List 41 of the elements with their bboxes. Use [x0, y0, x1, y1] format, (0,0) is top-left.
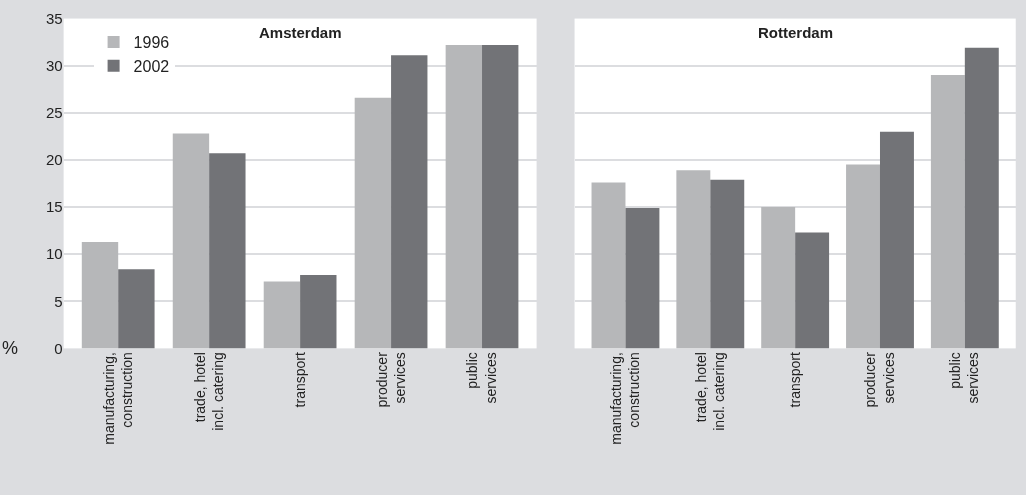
chart-title: Amsterdam	[259, 24, 342, 41]
bar	[81, 241, 119, 349]
x-tick-label: transport	[291, 352, 308, 408]
bar	[964, 47, 999, 349]
y-tick-label: 20	[45, 151, 63, 169]
bar	[354, 97, 392, 349]
y-tick-label: 35	[45, 9, 63, 27]
bar	[710, 179, 745, 349]
bar	[795, 232, 830, 349]
x-tick-label: manufacturing, construction	[607, 352, 643, 445]
x-tick-label: manufacturing, construction	[100, 352, 135, 445]
x-tick-label: producer services	[862, 351, 897, 408]
bar	[625, 207, 660, 349]
bar	[118, 269, 155, 349]
bar	[300, 274, 337, 349]
x-tick-label: public services	[947, 352, 982, 404]
bar	[391, 55, 428, 349]
bar	[445, 44, 483, 349]
bar	[172, 133, 210, 349]
bar	[930, 75, 965, 349]
bar	[846, 164, 880, 349]
y-tick-label: 10	[45, 245, 63, 263]
x-tick-label: public services	[464, 352, 499, 404]
y-axis-title: %	[2, 338, 19, 358]
bar	[263, 281, 301, 349]
bar	[761, 207, 796, 349]
bar	[482, 44, 519, 349]
y-tick-label: 0	[54, 339, 63, 357]
x-tick-label: producer services	[373, 351, 408, 408]
bar	[209, 153, 246, 349]
bar	[879, 131, 914, 349]
y-tick-label: 25	[45, 104, 63, 122]
bar	[591, 182, 626, 349]
x-tick-label: transport	[786, 352, 803, 408]
legend-label: 1996	[133, 34, 170, 52]
y-tick-label: 30	[45, 56, 63, 74]
legend-label: 2002	[133, 58, 170, 76]
bar	[676, 170, 711, 349]
chart-title: Rotterdam	[758, 24, 834, 41]
y-tick-label: 5	[54, 292, 63, 310]
y-tick-label: 15	[45, 198, 63, 216]
